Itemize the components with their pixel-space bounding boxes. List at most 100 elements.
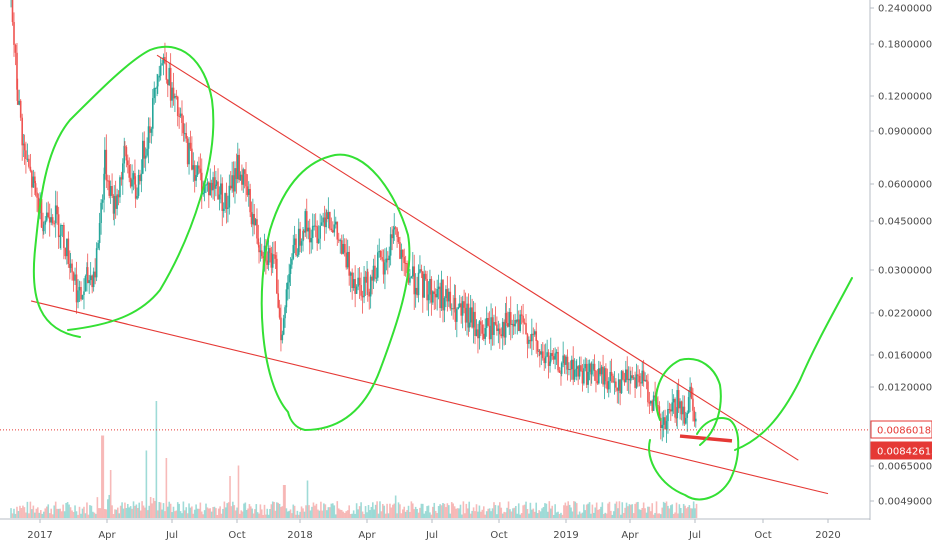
- candle-body: [529, 339, 532, 342]
- candle-body: [680, 401, 683, 415]
- candle-body: [278, 307, 281, 318]
- volume-bar: [627, 506, 629, 518]
- candle-body: [638, 375, 641, 383]
- volume-bar: [499, 502, 501, 518]
- candle-body: [592, 363, 594, 370]
- volume-bar: [108, 494, 111, 518]
- volume-bar: [227, 502, 230, 518]
- candle-body: [433, 291, 436, 294]
- volume-bar: [497, 505, 500, 518]
- volume-bar: [176, 502, 179, 518]
- candle-body: [179, 113, 182, 117]
- volume-bar: [343, 512, 346, 518]
- candle-body: [80, 286, 82, 300]
- volume-bar: [147, 510, 149, 518]
- volume-bar: [288, 510, 290, 518]
- candle-body: [178, 116, 180, 118]
- volume-bar: [574, 501, 577, 518]
- candle-body: [288, 273, 290, 283]
- volume-bar: [594, 507, 597, 518]
- volume-bar: [213, 506, 216, 518]
- volume-bar: [583, 504, 585, 518]
- candle-body: [210, 182, 213, 191]
- candle-body: [584, 363, 587, 369]
- volume-bar: [69, 507, 72, 518]
- volume-bar: [595, 502, 598, 518]
- candle-body: [615, 381, 617, 388]
- volume-bar: [132, 501, 135, 518]
- volume-bar: [50, 508, 53, 518]
- candle-body: [541, 351, 544, 359]
- volume-bar: [611, 514, 614, 518]
- candle-body: [429, 278, 431, 295]
- volume-bar: [558, 514, 561, 518]
- candle-body: [250, 212, 253, 225]
- candle-body: [343, 243, 346, 253]
- volume-bar: [51, 514, 54, 518]
- candle-body: [449, 291, 452, 309]
- volume-bar: [265, 514, 267, 518]
- volume-bar: [159, 502, 162, 518]
- candle-body: [88, 280, 90, 284]
- candle-body: [304, 211, 307, 233]
- volume-bar: [651, 503, 654, 518]
- volume-bar: [590, 513, 592, 518]
- volume-bar: [456, 508, 459, 518]
- volume-bar: [89, 505, 91, 518]
- candle-body: [157, 77, 159, 87]
- volume-bar: [145, 450, 148, 518]
- volume-bar: [519, 514, 521, 518]
- candle-body: [667, 408, 669, 422]
- candle-body: [354, 279, 356, 294]
- candle-body: [314, 225, 317, 227]
- candle-body: [432, 291, 434, 303]
- volume-bar: [215, 508, 217, 518]
- candle-body: [269, 248, 271, 254]
- volume-bar: [137, 507, 139, 518]
- candle-body: [371, 276, 373, 281]
- candle-body: [296, 254, 299, 256]
- candle-body: [552, 356, 555, 360]
- candle-body: [360, 285, 362, 296]
- candle-body: [377, 252, 379, 278]
- volume-bar: [416, 508, 418, 518]
- volume-bar: [507, 501, 510, 518]
- candle-body: [385, 258, 388, 263]
- candle-body: [672, 398, 675, 403]
- volume-bar: [658, 513, 661, 518]
- volume-bar: [348, 505, 350, 518]
- volume-bar: [624, 507, 626, 518]
- volume-bar: [247, 508, 249, 518]
- volume-bar: [169, 503, 172, 518]
- volume-bar: [577, 514, 579, 518]
- volume-bar: [254, 509, 256, 518]
- candle-body: [535, 331, 538, 342]
- volume-bar: [248, 504, 251, 518]
- candle-body: [218, 194, 221, 200]
- volume-bar: [662, 501, 665, 518]
- volume-bar: [205, 503, 207, 518]
- volume-bar: [11, 513, 14, 518]
- candle-body: [562, 355, 564, 364]
- volume-bar: [105, 509, 108, 518]
- candle-body: [466, 303, 468, 323]
- candle-body: [74, 274, 76, 281]
- volume-bar: [410, 501, 413, 518]
- volume-bar: [317, 509, 319, 518]
- volume-bar: [503, 511, 505, 518]
- volume-bar: [384, 513, 387, 518]
- candle-body: [172, 87, 175, 99]
- candle-body: [648, 402, 651, 404]
- volume-bar: [443, 503, 446, 518]
- drawing-annotations: [0, 45, 870, 501]
- candle-body: [150, 128, 153, 133]
- candle-body: [267, 248, 270, 265]
- candle-body: [137, 174, 140, 196]
- x-tick-label: Apr: [621, 530, 639, 541]
- price-label-box: [870, 420, 932, 439]
